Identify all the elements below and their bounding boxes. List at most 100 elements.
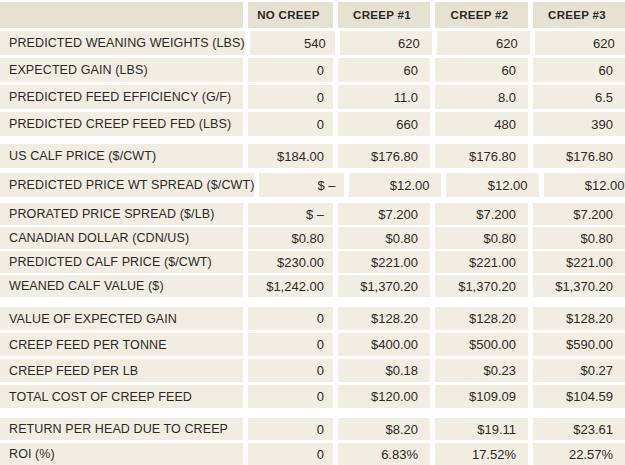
cell-value: $7.200 — [435, 203, 528, 225]
cell-value: $176.80 — [435, 144, 528, 168]
cell-value: $19.11 — [435, 418, 528, 440]
cell-value: $500.00 — [435, 333, 528, 356]
row-label: PREDICTED WEANING WEIGHTS (LBS) — [0, 31, 245, 55]
cell-value: $1,370.20 — [435, 275, 528, 297]
cell-value: $0.80 — [338, 227, 430, 249]
column-header-creep-1: CREEP #1 — [338, 2, 430, 28]
cell-value: 60 — [338, 58, 430, 82]
table-row: PREDICTED WEANING WEIGHTS (LBS)540 620620… — [0, 31, 625, 55]
column-header-creep-2: CREEP #2 — [435, 2, 528, 28]
cell-value: $ – — [248, 203, 333, 225]
cell-value: 6.83% — [338, 443, 430, 465]
cell-value: $400.00 — [338, 333, 430, 356]
cell-value: 0 — [248, 359, 333, 382]
cell-value: $1,242.00 — [248, 275, 333, 297]
cell-value: 60 — [435, 58, 528, 82]
row-label: RETURN PER HEAD DUE TO CREEP — [0, 418, 243, 440]
table-row: WEANED CALF VALUE ($)$1,242.00$1,370.20$… — [0, 275, 625, 297]
cell-value: $1,370.20 — [338, 275, 430, 297]
table-row: PREDICTED FEED EFFICIENCY (G/F)011.08.06… — [0, 85, 625, 109]
cell-value: 0 — [248, 418, 333, 440]
table-row: PRORATED PRICE SPREAD ($/LB)$ – $7.200$7.… — [0, 203, 625, 225]
row-label: CANADIAN DOLLAR (CDN/US) — [0, 227, 243, 249]
row-label: ROI (%) — [0, 443, 243, 465]
cell-value: $176.80 — [338, 144, 430, 168]
row-label: PREDICTED CALF PRICE ($/CWT) — [0, 251, 243, 273]
table-row: RETURN PER HEAD DUE TO CREEP0$8.20$19.11… — [0, 418, 625, 440]
cell-value: $0.80 — [533, 227, 625, 249]
cell-value: 22.57% — [533, 443, 625, 465]
cell-value: $221.00 — [533, 251, 625, 273]
cell-value: 17.52% — [435, 443, 528, 465]
cell-value: 0 — [248, 112, 333, 136]
cell-value: $ – — [259, 173, 344, 197]
table-header-row: NO CREEP CREEP #1 CREEP #2 CREEP #3 — [0, 2, 625, 28]
row-label: CREEP FEED PER TONNE — [0, 333, 243, 356]
cell-value: 390 — [533, 112, 625, 136]
table-row: CANADIAN DOLLAR (CDN/US)$0.80$0.80$0.80$… — [0, 227, 625, 249]
cell-value: $590.00 — [533, 333, 625, 356]
cell-value: 540 — [250, 31, 335, 55]
cell-value: $12.00 — [349, 173, 441, 197]
cell-value: $0.80 — [248, 227, 333, 249]
table-section-3: VALUE OF EXPECTED GAIN0$128.20$128.20$12… — [0, 307, 625, 408]
row-label: PRORATED PRICE SPREAD ($/LB) — [0, 203, 243, 225]
cell-value: $12.00 — [446, 173, 539, 197]
table-row: PREDICTED CREEP FEED FED (LBS)0660480390 — [0, 112, 625, 136]
cell-value: $128.20 — [533, 307, 625, 330]
cell-value: $12.00 — [544, 173, 625, 197]
table-row: TOTAL COST OF CREEP FEED0$120.00$109.09$… — [0, 385, 625, 408]
table-row: CREEP FEED PER TONNE0$400.00$500.00$590.… — [0, 333, 625, 356]
table-row: ROI (%)06.83%17.52%22.57% — [0, 443, 625, 465]
cell-value: $221.00 — [435, 251, 528, 273]
table-row: CREEP FEED PER LB0$0.18$0.23$0.27 — [0, 359, 625, 382]
cell-value: $230.00 — [248, 251, 333, 273]
row-label: US CALF PRICE ($/CWT) — [0, 144, 243, 168]
cell-value: 8.0 — [435, 85, 528, 109]
row-label: PREDICTED CREEP FEED FED (LBS) — [0, 112, 243, 136]
table-row: PREDICTED CALF PRICE ($/CWT)$230.00$221.… — [0, 251, 625, 273]
table-section-4: RETURN PER HEAD DUE TO CREEP0$8.20$19.11… — [0, 418, 625, 465]
cell-value: 0 — [248, 85, 333, 109]
cell-value: $0.23 — [435, 359, 528, 382]
cell-value: 660 — [338, 112, 430, 136]
cell-value: 620 — [437, 31, 530, 55]
cell-value: $104.59 — [533, 385, 625, 408]
cell-value: $23.61 — [533, 418, 625, 440]
cell-value: 0 — [248, 307, 333, 330]
cell-value: $0.80 — [435, 227, 528, 249]
cell-value: 6.5 — [533, 85, 625, 109]
row-label: VALUE OF EXPECTED GAIN — [0, 307, 243, 330]
cell-value: 0 — [248, 333, 333, 356]
table-section-2: US CALF PRICE ($/CWT)$184.00$176.80$176.… — [0, 144, 625, 297]
cell-value: $184.00 — [248, 144, 333, 168]
table-row: US CALF PRICE ($/CWT)$184.00$176.80$176.… — [0, 144, 625, 168]
table-row: VALUE OF EXPECTED GAIN0$128.20$128.20$12… — [0, 307, 625, 330]
row-label: CREEP FEED PER LB — [0, 359, 243, 382]
cell-value: $221.00 — [338, 251, 430, 273]
cell-value: 11.0 — [338, 85, 430, 109]
cell-value: 0 — [248, 58, 333, 82]
table-section-1: PREDICTED WEANING WEIGHTS (LBS)540 620620… — [0, 31, 625, 136]
row-label: TOTAL COST OF CREEP FEED — [0, 385, 243, 408]
cell-value: 60 — [533, 58, 625, 82]
row-label: WEANED CALF VALUE ($) — [0, 275, 243, 297]
table-row: EXPECTED GAIN (LBS)0606060 — [0, 58, 625, 82]
cell-value: $176.80 — [533, 144, 625, 168]
column-header-creep-3: CREEP #3 — [533, 2, 625, 28]
cell-value: 620 — [535, 31, 625, 55]
column-header-no-creep: NO CREEP — [248, 2, 333, 28]
cell-value: $7.200 — [533, 203, 625, 225]
corner-header-cell — [0, 2, 243, 28]
cell-value: $120.00 — [338, 385, 430, 408]
cell-value: $128.20 — [338, 307, 430, 330]
cell-value: $1,370.20 — [533, 275, 625, 297]
row-label: EXPECTED GAIN (LBS) — [0, 58, 243, 82]
table-body: PREDICTED WEANING WEIGHTS (LBS)540 620620… — [0, 31, 625, 465]
cell-value: $0.27 — [533, 359, 625, 382]
cell-value: $109.09 — [435, 385, 528, 408]
creep-feed-roi-table: NO CREEP CREEP #1 CREEP #2 CREEP #3 PRED… — [0, 0, 625, 465]
cell-value: 0 — [248, 385, 333, 408]
cell-value: 0 — [248, 443, 333, 465]
cell-value: $8.20 — [338, 418, 430, 440]
